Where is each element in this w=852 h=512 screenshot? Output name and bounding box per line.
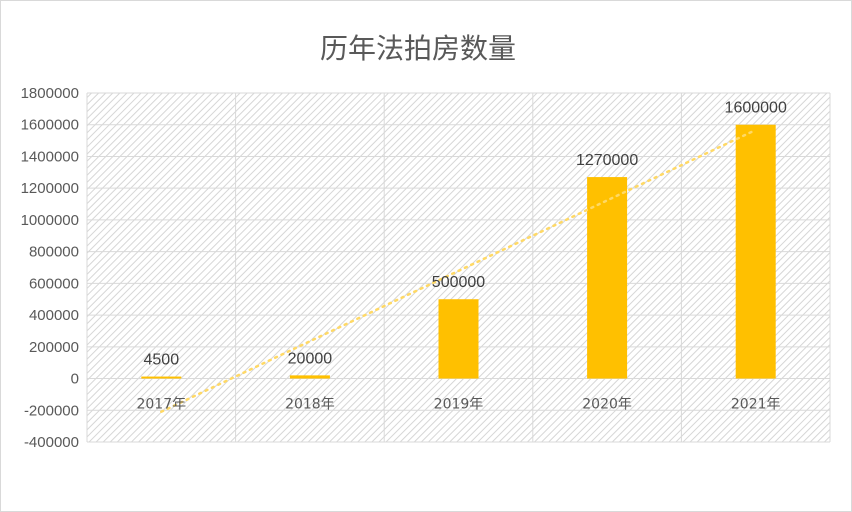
- y-tick-label: 200000: [29, 339, 79, 356]
- y-tick-label: -200000: [24, 402, 79, 419]
- y-tick-label: -400000: [24, 434, 79, 451]
- data-label: 4500: [144, 352, 180, 369]
- bar: [587, 177, 628, 379]
- plot-area: [87, 93, 830, 442]
- trendline-path: [160, 128, 757, 413]
- category-label: 2018年: [285, 397, 335, 413]
- data-label: 1270000: [576, 152, 638, 169]
- bars: [141, 124, 776, 379]
- bar: [735, 124, 776, 379]
- y-axis-tick-labels: 1800000 1600000 1400000 1200000 1000000 80000…: [21, 85, 79, 451]
- bar: [289, 375, 330, 379]
- y-tick-label: 1600000: [21, 117, 79, 134]
- data-labels: 4500 20000 500000 1270000 1600000: [144, 100, 787, 369]
- y-tick-label: 1000000: [21, 212, 79, 229]
- chart-title: 历年法拍房数量: [320, 32, 516, 65]
- trendline: [160, 128, 757, 413]
- y-tick-label: 800000: [29, 244, 79, 261]
- category-label: 2021年: [731, 397, 781, 413]
- bar: [438, 299, 479, 379]
- data-label: 500000: [432, 274, 485, 291]
- y-tick-label: 400000: [29, 307, 79, 324]
- category-label: 2020年: [582, 397, 632, 413]
- category-label: 2017年: [136, 397, 186, 413]
- y-tick-label: 600000: [29, 275, 79, 292]
- bar: [141, 376, 182, 379]
- y-tick-label: 0: [71, 371, 79, 388]
- y-tick-label: 1200000: [21, 180, 79, 197]
- y-tick-label: 1400000: [21, 148, 79, 165]
- category-label: 2019年: [434, 397, 484, 413]
- data-label: 20000: [288, 350, 333, 367]
- data-label: 1600000: [725, 100, 787, 117]
- y-tick-label: 1800000: [21, 85, 79, 102]
- x-axis-category-labels: 2017年 2018年 2019年 2020年 2021年: [136, 397, 780, 413]
